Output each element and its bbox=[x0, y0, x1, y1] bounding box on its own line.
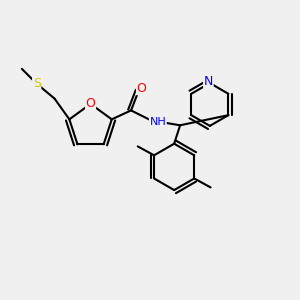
Text: O: O bbox=[85, 98, 95, 110]
Text: NH: NH bbox=[149, 117, 166, 127]
Text: O: O bbox=[136, 82, 146, 94]
Text: N: N bbox=[204, 75, 213, 88]
Text: S: S bbox=[33, 77, 41, 90]
